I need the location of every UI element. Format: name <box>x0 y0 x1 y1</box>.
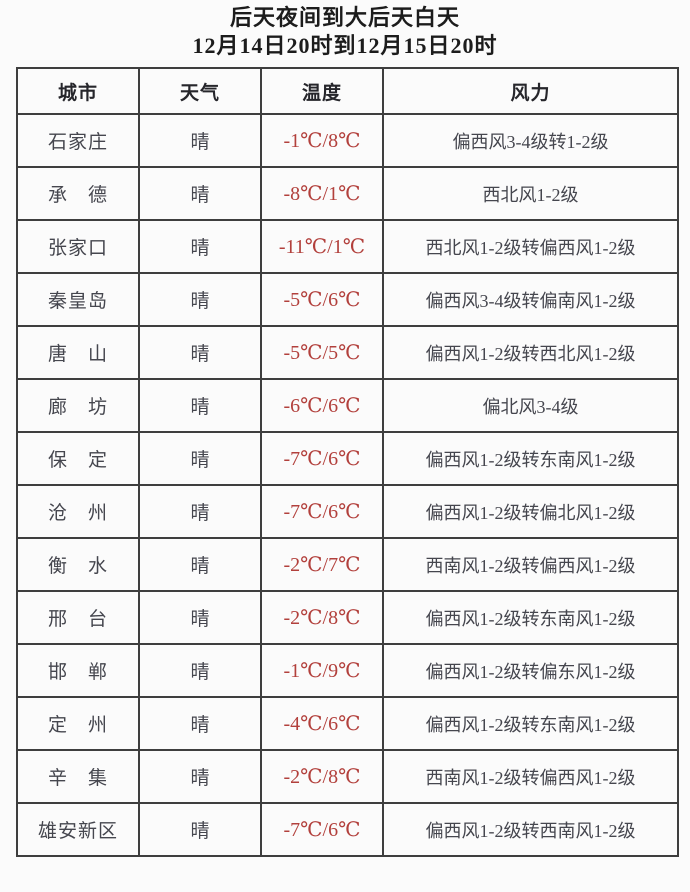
table-row: 邯 郸 晴 -1℃/9℃ 偏西风1-2级转偏东风1-2级 <box>16 643 679 698</box>
wind-cell: 偏西风1-2级转偏东风1-2级 <box>382 643 679 698</box>
header-city: 城市 <box>16 67 140 115</box>
forecast-table: 城市 天气 温度 风力 石家庄 晴 -1℃/8℃ 偏西风3-4级转1-2级 承 … <box>16 67 679 857</box>
city-cell: 承 德 <box>16 166 140 221</box>
wind-cell: 西南风1-2级转偏西风1-2级 <box>382 537 679 592</box>
weather-cell: 晴 <box>138 802 262 857</box>
header-temperature: 温度 <box>260 67 384 115</box>
wind-cell: 西南风1-2级转偏西风1-2级 <box>382 749 679 804</box>
city-cell: 廊 坊 <box>16 378 140 433</box>
table-row: 唐 山 晴 -5℃/5℃ 偏西风1-2级转西北风1-2级 <box>16 325 679 380</box>
header-weather: 天气 <box>138 67 262 115</box>
weather-cell: 晴 <box>138 272 262 327</box>
city-cell: 保 定 <box>16 431 140 486</box>
wind-cell: 偏西风1-2级转东南风1-2级 <box>382 696 679 751</box>
city-cell: 石家庄 <box>16 113 140 168</box>
table-row: 保 定 晴 -7℃/6℃ 偏西风1-2级转东南风1-2级 <box>16 431 679 486</box>
table-row: 张家口 晴 -11℃/1℃ 西北风1-2级转偏西风1-2级 <box>16 219 679 274</box>
temperature-cell: -1℃/8℃ <box>260 113 384 168</box>
table-row: 定 州 晴 -4℃/6℃ 偏西风1-2级转东南风1-2级 <box>16 696 679 751</box>
city-cell: 辛 集 <box>16 749 140 804</box>
temperature-cell: -2℃/8℃ <box>260 749 384 804</box>
table-row: 辛 集 晴 -2℃/8℃ 西南风1-2级转偏西风1-2级 <box>16 749 679 804</box>
temperature-cell: -4℃/6℃ <box>260 696 384 751</box>
weather-cell: 晴 <box>138 696 262 751</box>
temperature-cell: -7℃/6℃ <box>260 802 384 857</box>
wind-cell: 西北风1-2级 <box>382 166 679 221</box>
temperature-cell: -5℃/6℃ <box>260 272 384 327</box>
temperature-cell: -1℃/9℃ <box>260 643 384 698</box>
weather-cell: 晴 <box>138 749 262 804</box>
table-row: 雄安新区 晴 -7℃/6℃ 偏西风1-2级转西南风1-2级 <box>16 802 679 857</box>
wind-cell: 西北风1-2级转偏西风1-2级 <box>382 219 679 274</box>
weather-cell: 晴 <box>138 537 262 592</box>
city-cell: 邯 郸 <box>16 643 140 698</box>
wind-cell: 偏西风1-2级转西南风1-2级 <box>382 802 679 857</box>
table-row: 邢 台 晴 -2℃/8℃ 偏西风1-2级转东南风1-2级 <box>16 590 679 645</box>
temperature-cell: -2℃/7℃ <box>260 537 384 592</box>
page-title: 后天夜间到大后天白天 12月14日20时到12月15日20时 <box>0 0 690 59</box>
wind-cell: 偏西风3-4级转1-2级 <box>382 113 679 168</box>
weather-cell: 晴 <box>138 113 262 168</box>
header-row: 城市 天气 温度 风力 <box>16 67 679 115</box>
city-cell: 秦皇岛 <box>16 272 140 327</box>
wind-cell: 偏西风3-4级转偏南风1-2级 <box>382 272 679 327</box>
weather-cell: 晴 <box>138 431 262 486</box>
city-cell: 唐 山 <box>16 325 140 380</box>
city-cell: 衡 水 <box>16 537 140 592</box>
temperature-cell: -8℃/1℃ <box>260 166 384 221</box>
weather-cell: 晴 <box>138 325 262 380</box>
temperature-cell: -6℃/6℃ <box>260 378 384 433</box>
table-row: 廊 坊 晴 -6℃/6℃ 偏北风3-4级 <box>16 378 679 433</box>
table-row: 沧 州 晴 -7℃/6℃ 偏西风1-2级转偏北风1-2级 <box>16 484 679 539</box>
table-row: 秦皇岛 晴 -5℃/6℃ 偏西风3-4级转偏南风1-2级 <box>16 272 679 327</box>
city-cell: 邢 台 <box>16 590 140 645</box>
weather-cell: 晴 <box>138 590 262 645</box>
temperature-cell: -11℃/1℃ <box>260 219 384 274</box>
wind-cell: 偏西风1-2级转东南风1-2级 <box>382 590 679 645</box>
temperature-cell: -7℃/6℃ <box>260 431 384 486</box>
city-cell: 沧 州 <box>16 484 140 539</box>
wind-cell: 偏西风1-2级转偏北风1-2级 <box>382 484 679 539</box>
city-cell: 雄安新区 <box>16 802 140 857</box>
wind-cell: 偏西风1-2级转西北风1-2级 <box>382 325 679 380</box>
temperature-cell: -5℃/5℃ <box>260 325 384 380</box>
title-line-period: 后天夜间到大后天白天 <box>229 5 460 30</box>
wind-cell: 偏北风3-4级 <box>382 378 679 433</box>
weather-cell: 晴 <box>138 378 262 433</box>
header-wind: 风力 <box>382 67 679 115</box>
weather-cell: 晴 <box>138 643 262 698</box>
table-row: 石家庄 晴 -1℃/8℃ 偏西风3-4级转1-2级 <box>16 113 679 168</box>
title-line-datetime: 12月14日20时到12月15日20时 <box>192 32 498 58</box>
weather-cell: 晴 <box>138 166 262 221</box>
city-cell: 定 州 <box>16 696 140 751</box>
temperature-cell: -2℃/8℃ <box>260 590 384 645</box>
weather-cell: 晴 <box>138 484 262 539</box>
wind-cell: 偏西风1-2级转东南风1-2级 <box>382 431 679 486</box>
city-cell: 张家口 <box>16 219 140 274</box>
table-row: 承 德 晴 -8℃/1℃ 西北风1-2级 <box>16 166 679 221</box>
table-row: 衡 水 晴 -2℃/7℃ 西南风1-2级转偏西风1-2级 <box>16 537 679 592</box>
weather-cell: 晴 <box>138 219 262 274</box>
temperature-cell: -7℃/6℃ <box>260 484 384 539</box>
